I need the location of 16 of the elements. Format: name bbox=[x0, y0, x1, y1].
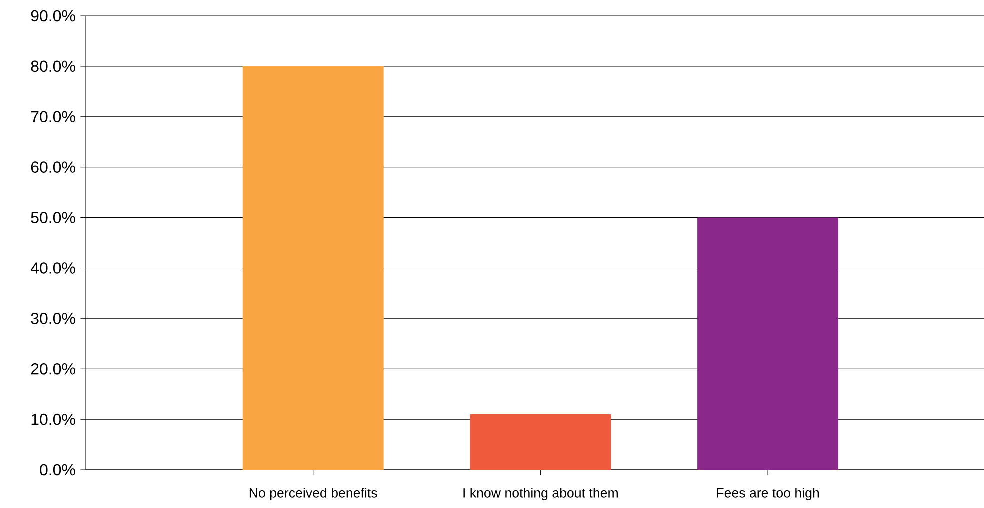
y-tick-label: 0.0% bbox=[40, 464, 76, 476]
x-tick-label: I know nothing about them bbox=[464, 488, 618, 500]
bar bbox=[698, 218, 839, 470]
y-tick-label: 90.0% bbox=[31, 10, 76, 22]
y-tick-label: 20.0% bbox=[31, 363, 76, 375]
y-tick-label: 40.0% bbox=[30, 262, 76, 274]
bar bbox=[470, 414, 612, 470]
x-tick-label: Fees are too high bbox=[717, 488, 820, 500]
y-tick-label: 60.0% bbox=[31, 162, 76, 173]
x-tick-label: No perceived benefits bbox=[250, 488, 378, 500]
y-tick-label: 80.0% bbox=[31, 60, 76, 72]
bar bbox=[242, 66, 384, 470]
y-tick-label: 50.0% bbox=[31, 212, 76, 224]
y-tick-label: 10.0% bbox=[32, 414, 76, 426]
y-tick-label: 30.0% bbox=[31, 313, 76, 324]
y-tick-label: 70.0% bbox=[31, 111, 76, 123]
